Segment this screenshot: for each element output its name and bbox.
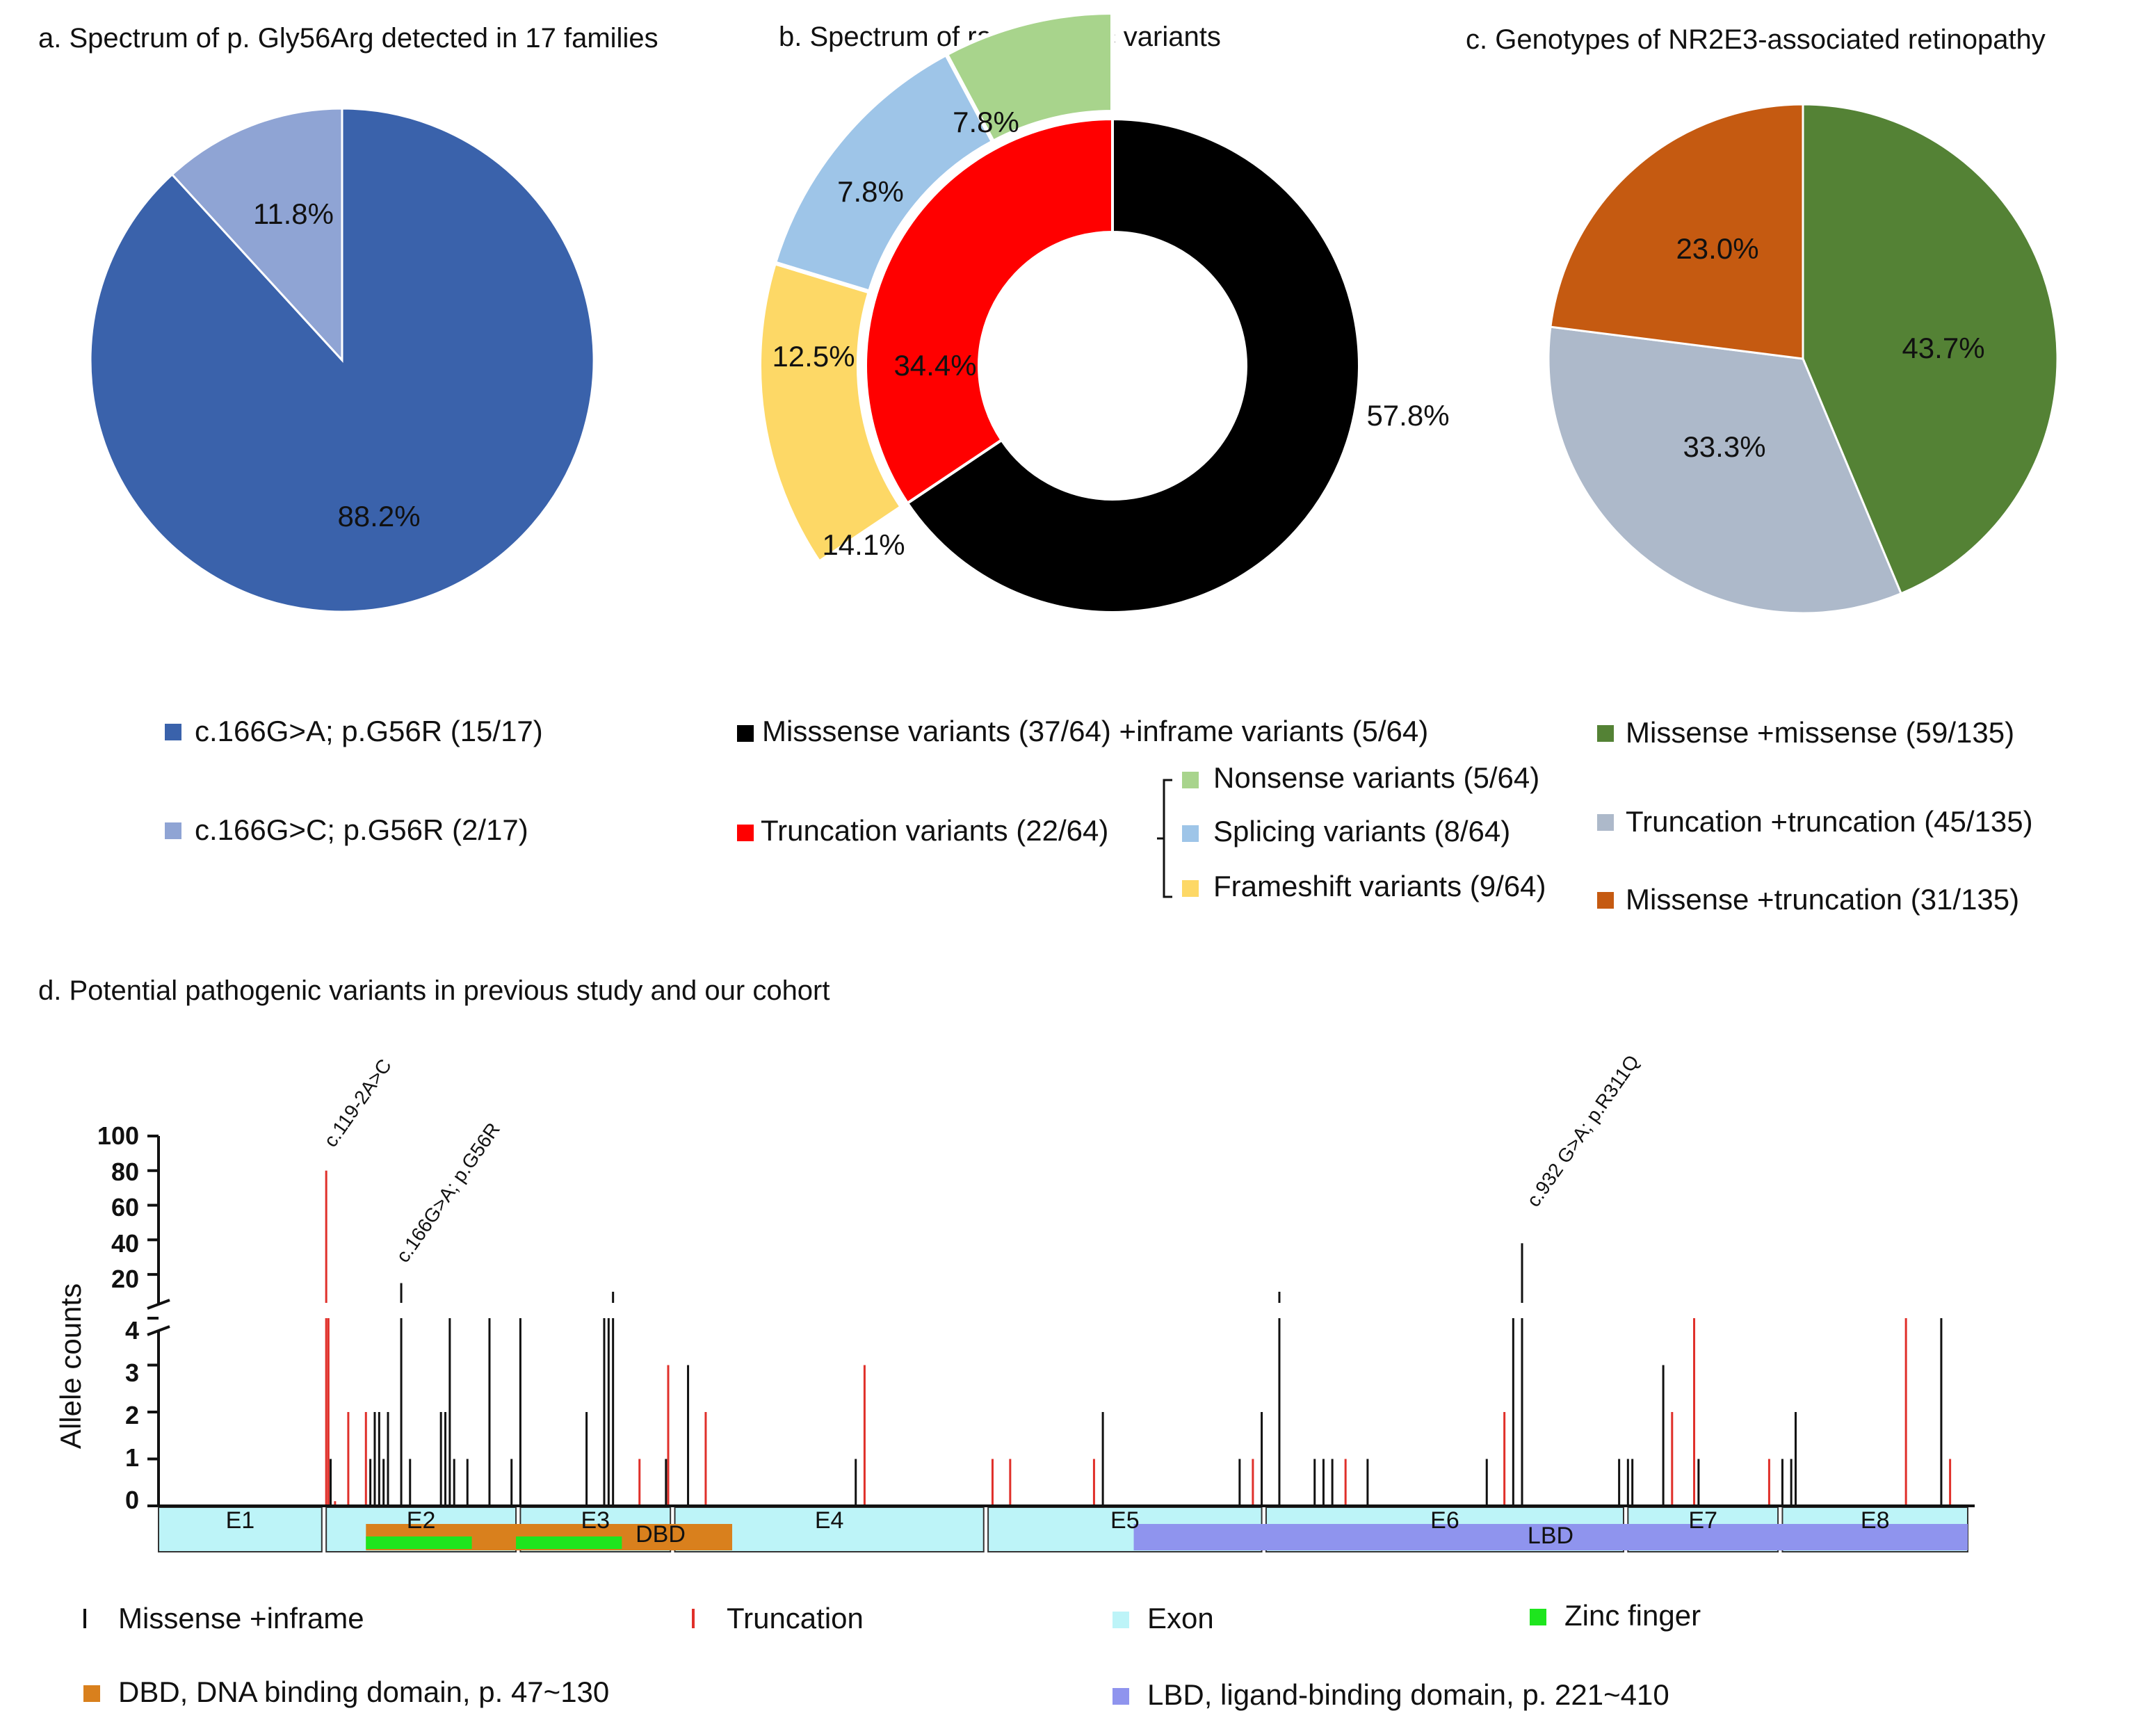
legend-b-swatch-truncation bbox=[737, 825, 754, 841]
d-exon-label: E7 bbox=[1688, 1507, 1717, 1534]
legend-b-bracket bbox=[1157, 779, 1172, 898]
pie-c-slice bbox=[1802, 103, 2059, 595]
pie-c-label-mt: 23.0% bbox=[1676, 232, 1758, 265]
d-domain-block bbox=[1133, 1524, 1968, 1550]
donut-b-segment bbox=[864, 117, 1114, 505]
d-axis-break-top bbox=[147, 1299, 170, 1310]
panel-a-title: a. Spectrum of p. Gly56Arg detected in 1… bbox=[38, 23, 658, 54]
pie-c-slice bbox=[1547, 325, 1903, 615]
d-ytick-label: 0 bbox=[125, 1486, 139, 1514]
d-exon-block bbox=[158, 1507, 323, 1552]
d-legend-label: Truncation bbox=[727, 1602, 864, 1634]
legend-a-label-1: c.166G>A; p.G56R (15/17) bbox=[195, 715, 543, 747]
d-exon-label: E3 bbox=[581, 1507, 610, 1534]
donut-b-label-missense: 57.8% bbox=[1366, 399, 1449, 432]
d-legend-label: Exon bbox=[1147, 1602, 1214, 1634]
panel-d-ylabel: Allele counts bbox=[54, 1283, 87, 1449]
legend-b-swatch-nonsense bbox=[1182, 772, 1199, 788]
pie-c-label-tt: 33.3% bbox=[1683, 430, 1765, 463]
legend-b-swatch-splicing bbox=[1182, 825, 1199, 842]
legend-c-label-2: Truncation +truncation (45/135) bbox=[1626, 805, 2033, 838]
d-ytick-label: 2 bbox=[125, 1401, 139, 1429]
d-variants bbox=[325, 1170, 1952, 1506]
d-ytick-label: 4 bbox=[125, 1316, 139, 1345]
pie-c-label-mm: 43.7% bbox=[1902, 332, 1984, 364]
d-zinc-finger bbox=[516, 1536, 622, 1549]
pie-a-label-minor: 11.8% bbox=[253, 197, 334, 230]
donut-b-label-splicing: 12.5% bbox=[772, 340, 855, 373]
panel-c-title: c. Genotypes of NR2E3-associated retinop… bbox=[1466, 24, 2046, 55]
legend-a-swatch-1 bbox=[165, 724, 181, 740]
legend-a-swatch-2 bbox=[165, 822, 181, 839]
d-zinc-finger bbox=[366, 1536, 472, 1549]
legend-a-label-2: c.166G>C; p.G56R (2/17) bbox=[195, 813, 528, 846]
d-ytick-label: 100 bbox=[97, 1121, 139, 1150]
d-legend-marker bbox=[1530, 1609, 1546, 1625]
legend-b-label-missense: Misssense variants (37/64) +inframe vari… bbox=[762, 715, 1428, 747]
d-ytick-label: 3 bbox=[125, 1358, 139, 1387]
donut-b-label-top: 7.8% bbox=[953, 106, 1019, 138]
donut-b-label-truncation: 34.4% bbox=[893, 349, 976, 382]
d-exon-label: E2 bbox=[407, 1507, 436, 1534]
pie-a-slice bbox=[170, 107, 343, 363]
donut-b-label-nonsense: 7.8% bbox=[837, 175, 904, 208]
d-ytick-label: 40 bbox=[111, 1229, 139, 1258]
d-exon-label: E5 bbox=[1110, 1507, 1140, 1534]
legend-c-swatch-1 bbox=[1597, 725, 1614, 742]
d-exon-label: E4 bbox=[815, 1507, 844, 1534]
legend-b-label-truncation: Truncation variants (22/64) bbox=[761, 814, 1108, 847]
d-ytick-label: 1 bbox=[125, 1443, 139, 1472]
donut-b-breakdown-segment bbox=[943, 10, 1115, 145]
d-exon-label: E1 bbox=[226, 1507, 255, 1534]
panel-c-pie bbox=[1547, 103, 2059, 615]
d-ytick-label: 60 bbox=[111, 1193, 139, 1222]
d-axis-break-bottom bbox=[147, 1325, 170, 1336]
legend-c-label-1: Missense +missense (59/135) bbox=[1626, 716, 2014, 749]
d-legend-label: LBD, ligand-binding domain, p. 221~410 bbox=[1147, 1678, 1669, 1711]
d-legend-label: DBD, DNA binding domain, p. 47~130 bbox=[118, 1676, 609, 1708]
legend-b-swatch-frameshift bbox=[1182, 880, 1199, 897]
d-legend-marker bbox=[83, 1685, 100, 1702]
legend-b-label-frameshift: Frameshift variants (9/64) bbox=[1213, 870, 1546, 902]
d-legend-marker bbox=[692, 1609, 695, 1628]
d-ytick-label: 80 bbox=[111, 1158, 139, 1186]
d-legend-label: Missense +inframe bbox=[118, 1602, 364, 1634]
donut-b-label-frameshift: 14.1% bbox=[822, 528, 905, 561]
panel-b-donut bbox=[757, 10, 1361, 614]
d-legend-marker bbox=[83, 1609, 86, 1628]
d-variant-label-g56r: c.166G>A; p.G56R bbox=[392, 1119, 505, 1266]
legend-b-swatch-missense bbox=[737, 725, 754, 742]
d-legend: Missense +inframe Truncation Exon Zinc fing… bbox=[83, 1599, 1701, 1711]
donut-b-segment bbox=[905, 117, 1361, 614]
d-variant-label-splice: c.119-2A>C bbox=[320, 1055, 396, 1151]
legend-c-swatch-2 bbox=[1597, 814, 1614, 831]
d-exon-label: E8 bbox=[1861, 1507, 1890, 1534]
pie-a-label-major: 88.2% bbox=[337, 500, 420, 533]
d-variant-label-r311q: c.932 G>A; p.R311Q bbox=[1523, 1051, 1644, 1211]
panel-a-pie bbox=[89, 107, 595, 613]
d-ytick-label: 20 bbox=[111, 1265, 139, 1293]
d-dbd-label: DBD bbox=[636, 1521, 686, 1548]
d-gene-track: E1 E2 E3 E4 E5 E6 E7 E8 bbox=[158, 1507, 1968, 1552]
legend-b-label-nonsense: Nonsense variants (5/64) bbox=[1213, 761, 1539, 794]
d-legend-label: Zinc finger bbox=[1564, 1599, 1701, 1632]
d-lbd-label: LBD bbox=[1528, 1523, 1573, 1549]
d-legend-marker bbox=[1112, 1688, 1129, 1705]
panel-d-title: d. Potential pathogenic variants in prev… bbox=[38, 975, 830, 1006]
legend-b-label-splicing: Splicing variants (8/64) bbox=[1213, 815, 1510, 847]
d-legend-marker bbox=[1112, 1612, 1129, 1628]
d-yticks bbox=[147, 1135, 159, 1507]
pie-c-slice bbox=[1549, 103, 1804, 360]
legend-c-label-3: Missense +truncation (31/135) bbox=[1626, 883, 2019, 916]
legend-c-swatch-3 bbox=[1597, 892, 1614, 909]
d-exon-label: E6 bbox=[1430, 1507, 1459, 1534]
